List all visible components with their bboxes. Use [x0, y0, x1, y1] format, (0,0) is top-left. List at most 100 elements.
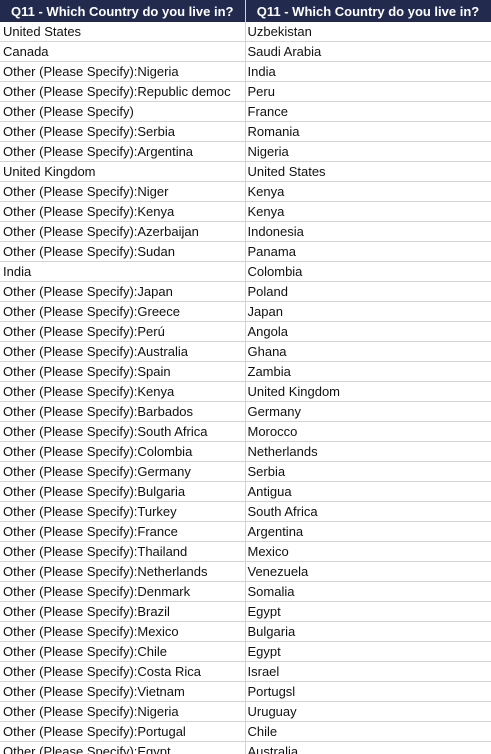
- country-cell-col1[interactable]: Other (Please Specify):Chile: [0, 641, 246, 662]
- country-cell-col2[interactable]: Chile: [245, 721, 491, 742]
- country-cell-col2[interactable]: Colombia: [245, 261, 491, 282]
- country-cell-col2[interactable]: Antigua: [245, 481, 491, 502]
- country-cell-col1[interactable]: Other (Please Specify):Thailand: [0, 541, 246, 562]
- table-row: Other (Please Specify):Costa Rica Israel: [0, 661, 491, 682]
- country-cell-col1[interactable]: Other (Please Specify):France: [0, 521, 246, 542]
- country-cell-col2[interactable]: Nigeria: [245, 141, 491, 162]
- country-cell-col1[interactable]: United States: [0, 22, 246, 42]
- country-cell-col1[interactable]: Other (Please Specify):Nigeria: [0, 61, 246, 82]
- table-row: United Kingdom United States: [0, 161, 491, 182]
- column-header-2[interactable]: Q11 - Which Country do you live in?: [245, 0, 491, 22]
- table-row: Other (Please Specify):Barbados Germany: [0, 401, 491, 422]
- country-cell-col2[interactable]: Saudi Arabia: [245, 41, 491, 62]
- country-cell-col1[interactable]: Other (Please Specify):Mexico: [0, 621, 246, 642]
- table-row: Other (Please Specify):Nigeria Uruguay: [0, 701, 491, 722]
- country-cell-col1[interactable]: Other (Please Specify):Barbados: [0, 401, 246, 422]
- country-cell-col1[interactable]: United Kingdom: [0, 161, 246, 182]
- table-row: Other (Please Specify):South Africa Moroc…: [0, 421, 491, 442]
- country-cell-col2[interactable]: Peru: [245, 81, 491, 102]
- country-cell-col1[interactable]: Other (Please Specify):Germany: [0, 461, 246, 482]
- country-cell-col2[interactable]: United Kingdom: [245, 381, 491, 402]
- country-cell-col1[interactable]: Other (Please Specify):Turkey: [0, 501, 246, 522]
- country-cell-col2[interactable]: India: [245, 61, 491, 82]
- country-cell-col2[interactable]: France: [245, 101, 491, 122]
- country-cell-col2[interactable]: Ghana: [245, 341, 491, 362]
- table-row: Other (Please Specify):Azerbaijan Indones…: [0, 221, 491, 242]
- country-cell-col1[interactable]: Canada: [0, 41, 246, 62]
- country-cell-col2[interactable]: Morocco: [245, 421, 491, 442]
- country-cell-col2[interactable]: Germany: [245, 401, 491, 422]
- country-cell-col1[interactable]: Other (Please Specify):Egypt: [0, 741, 246, 754]
- table-row: Other (Please Specify):Chile Egypt: [0, 641, 491, 662]
- country-cell-col2[interactable]: Serbia: [245, 461, 491, 482]
- country-cell-col1[interactable]: Other (Please Specify):Azerbaijan: [0, 221, 246, 242]
- country-cell-col2[interactable]: Somalia: [245, 581, 491, 602]
- country-cell-col2[interactable]: United States: [245, 161, 491, 182]
- country-cell-col2[interactable]: Mexico: [245, 541, 491, 562]
- country-cell-col2[interactable]: Zambia: [245, 361, 491, 382]
- table-row: Other (Please Specify):Brazil Egypt: [0, 601, 491, 622]
- country-cell-col1[interactable]: Other (Please Specify):South Africa: [0, 421, 246, 442]
- country-cell-col1[interactable]: Other (Please Specify):Vietnam: [0, 681, 246, 702]
- country-cell-col1[interactable]: Other (Please Specify):Brazil: [0, 601, 246, 622]
- country-cell-col2[interactable]: Indonesia: [245, 221, 491, 242]
- country-cell-col1[interactable]: Other (Please Specify):Republic democ: [0, 81, 246, 102]
- country-cell-col2[interactable]: Poland: [245, 281, 491, 302]
- country-cell-col2[interactable]: Uzbekistan: [245, 22, 491, 42]
- country-cell-col2[interactable]: Egypt: [245, 601, 491, 622]
- table-row: Other (Please Specify):Bulgaria Antigua: [0, 481, 491, 502]
- country-cell-col1[interactable]: Other (Please Specify):Nigeria: [0, 701, 246, 722]
- country-cell-col1[interactable]: Other (Please Specify):Serbia: [0, 121, 246, 142]
- table-row: United States Uzbekistan: [0, 22, 491, 42]
- country-cell-col2[interactable]: South Africa: [245, 501, 491, 522]
- country-cell-col1[interactable]: Other (Please Specify): [0, 101, 246, 122]
- column-header-1[interactable]: Q11 - Which Country do you live in?: [0, 0, 246, 22]
- country-cell-col1[interactable]: Other (Please Specify):Niger: [0, 181, 246, 202]
- table-row: Other (Please Specify):Nigeria India: [0, 61, 491, 82]
- country-cell-col2[interactable]: Romania: [245, 121, 491, 142]
- country-cell-col2[interactable]: Kenya: [245, 181, 491, 202]
- country-cell-col2[interactable]: Venezuela: [245, 561, 491, 582]
- table-row: Other (Please Specify):Turkey South Afric…: [0, 501, 491, 522]
- country-cell-col2[interactable]: Panama: [245, 241, 491, 262]
- country-cell-col1[interactable]: Other (Please Specify):Kenya: [0, 201, 246, 222]
- country-cell-col1[interactable]: Other (Please Specify):Greece: [0, 301, 246, 322]
- country-cell-col2[interactable]: Angola: [245, 321, 491, 342]
- country-cell-col2[interactable]: Argentina: [245, 521, 491, 542]
- country-cell-col1[interactable]: Other (Please Specify):Colombia: [0, 441, 246, 462]
- country-cell-col2[interactable]: Egypt: [245, 641, 491, 662]
- country-cell-col1[interactable]: Other (Please Specify):Spain: [0, 361, 246, 382]
- country-cell-col2[interactable]: Uruguay: [245, 701, 491, 722]
- country-cell-col1[interactable]: Other (Please Specify):Kenya: [0, 381, 246, 402]
- table-row: Other (Please Specify):Thailand Mexico: [0, 541, 491, 562]
- country-cell-col1[interactable]: Other (Please Specify):Bulgaria: [0, 481, 246, 502]
- country-cell-col1[interactable]: Other (Please Specify):Netherlands: [0, 561, 246, 582]
- country-cell-col1[interactable]: Other (Please Specify):Australia: [0, 341, 246, 362]
- table-row: Other (Please Specify):Argentina Nigeria: [0, 141, 491, 162]
- table-row: Other (Please Specify):Japan Poland: [0, 281, 491, 302]
- country-cell-col2[interactable]: Netherlands: [245, 441, 491, 462]
- country-cell-col2[interactable]: Kenya: [245, 201, 491, 222]
- table-row: Other (Please Specify):Serbia Romania: [0, 121, 491, 142]
- country-cell-col1[interactable]: Other (Please Specify):Denmark: [0, 581, 246, 602]
- table-row: Canada Saudi Arabia: [0, 41, 491, 62]
- table-row: Other (Please Specify):Portugal Chile: [0, 721, 491, 742]
- table-row: Other (Please Specify):Kenya United Kingd…: [0, 381, 491, 402]
- country-cell-col1[interactable]: Other (Please Specify):Perú: [0, 321, 246, 342]
- country-cell-col1[interactable]: Other (Please Specify):Japan: [0, 281, 246, 302]
- country-cell-col2[interactable]: Australia: [245, 741, 491, 754]
- country-cell-col1[interactable]: Other (Please Specify):Costa Rica: [0, 661, 246, 682]
- country-cell-col1[interactable]: Other (Please Specify):Argentina: [0, 141, 246, 162]
- table-row: Other (Please Specify):Greece Japan: [0, 301, 491, 322]
- country-cell-col2[interactable]: Portugsl: [245, 681, 491, 702]
- country-cell-col2[interactable]: Israel: [245, 661, 491, 682]
- country-cell-col2[interactable]: Bulgaria: [245, 621, 491, 642]
- country-cell-col2[interactable]: Japan: [245, 301, 491, 322]
- country-cell-col1[interactable]: Other (Please Specify):Portugal: [0, 721, 246, 742]
- country-cell-col1[interactable]: India: [0, 261, 246, 282]
- table-row: Other (Please Specify):Germany Serbia: [0, 461, 491, 482]
- table-row: Other (Please Specify):Mexico Bulgaria: [0, 621, 491, 642]
- country-cell-col1[interactable]: Other (Please Specify):Sudan: [0, 241, 246, 262]
